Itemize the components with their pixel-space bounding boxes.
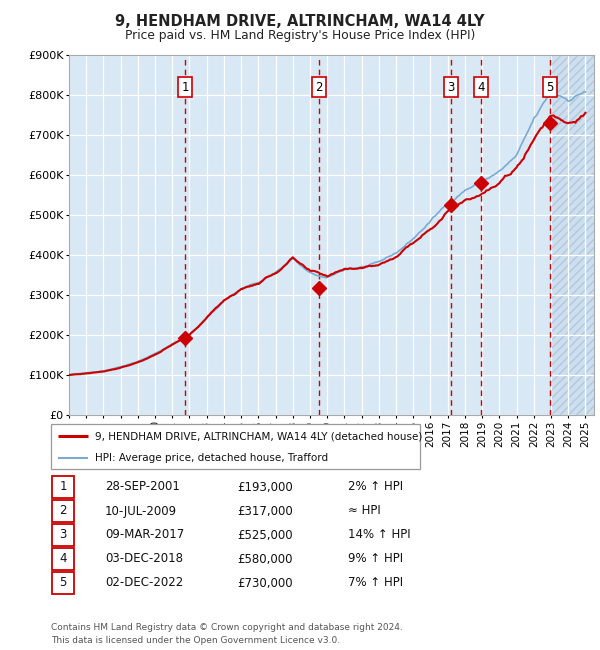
Text: 02-DEC-2022: 02-DEC-2022 — [105, 577, 183, 590]
Text: £730,000: £730,000 — [237, 577, 293, 590]
Text: £317,000: £317,000 — [237, 504, 293, 517]
Text: 03-DEC-2018: 03-DEC-2018 — [105, 552, 183, 566]
Text: HPI: Average price, detached house, Trafford: HPI: Average price, detached house, Traf… — [95, 453, 328, 463]
Text: 7% ↑ HPI: 7% ↑ HPI — [348, 577, 403, 590]
Text: 4: 4 — [477, 81, 484, 94]
Text: 5: 5 — [59, 577, 67, 590]
Text: 2: 2 — [59, 504, 67, 517]
Text: £580,000: £580,000 — [237, 552, 293, 566]
Text: 9, HENDHAM DRIVE, ALTRINCHAM, WA14 4LY (detached house): 9, HENDHAM DRIVE, ALTRINCHAM, WA14 4LY (… — [95, 431, 422, 441]
Bar — [550, 55, 594, 415]
Text: 14% ↑ HPI: 14% ↑ HPI — [348, 528, 410, 541]
Text: 3: 3 — [447, 81, 454, 94]
Text: Contains HM Land Registry data © Crown copyright and database right 2024.
This d: Contains HM Land Registry data © Crown c… — [51, 623, 403, 645]
Text: 9, HENDHAM DRIVE, ALTRINCHAM, WA14 4LY: 9, HENDHAM DRIVE, ALTRINCHAM, WA14 4LY — [115, 14, 485, 29]
Text: 3: 3 — [59, 528, 67, 541]
Text: 1: 1 — [181, 81, 189, 94]
Text: 5: 5 — [546, 81, 553, 94]
Text: £525,000: £525,000 — [237, 528, 293, 541]
Text: ≈ HPI: ≈ HPI — [348, 504, 381, 517]
Text: 2: 2 — [315, 81, 323, 94]
Text: 10-JUL-2009: 10-JUL-2009 — [105, 504, 177, 517]
Text: 9% ↑ HPI: 9% ↑ HPI — [348, 552, 403, 566]
Text: 28-SEP-2001: 28-SEP-2001 — [105, 480, 180, 493]
Text: Price paid vs. HM Land Registry's House Price Index (HPI): Price paid vs. HM Land Registry's House … — [125, 29, 475, 42]
Bar — [550, 55, 594, 415]
Text: 2% ↑ HPI: 2% ↑ HPI — [348, 480, 403, 493]
Text: 09-MAR-2017: 09-MAR-2017 — [105, 528, 184, 541]
Text: 4: 4 — [59, 552, 67, 566]
Text: 1: 1 — [59, 480, 67, 493]
Text: £193,000: £193,000 — [237, 480, 293, 493]
